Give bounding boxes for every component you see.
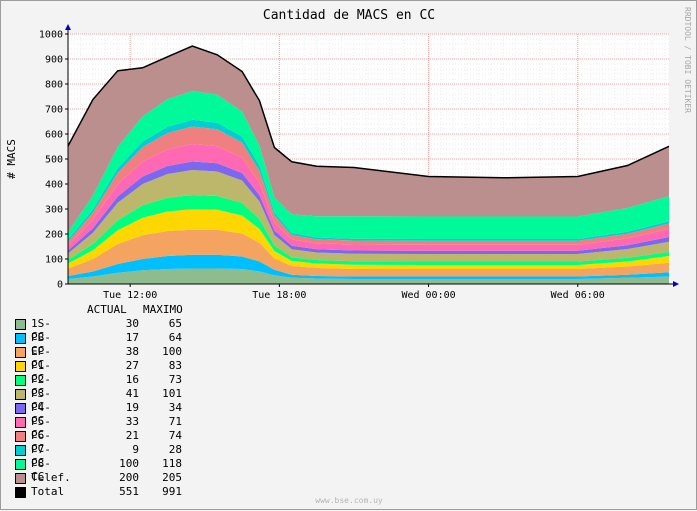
legend-max-value: 28 [168, 443, 182, 456]
y-tick-label: 700 [45, 105, 63, 116]
legend-max-value: 74 [168, 429, 182, 442]
y-tick-label: 0 [57, 280, 63, 291]
legend-swatch [15, 487, 26, 498]
legend-actual-value: 27 [125, 359, 139, 372]
total-line [67, 45, 670, 179]
series-area-pb-cc [68, 254, 669, 279]
y-axis-arrow-icon [65, 24, 71, 30]
series-areas [67, 45, 670, 284]
legend-series-name: P6-CC [31, 429, 51, 455]
legend-actual-value: 200 [119, 471, 139, 484]
legend-series-name: P3-CC [31, 387, 51, 413]
legend-swatch [15, 361, 26, 372]
legend-swatch [15, 375, 26, 386]
legend-actual-value: 30 [125, 317, 139, 330]
footer-url: www.bse.com.uy [315, 496, 383, 505]
legend-actual-value: 9 [132, 443, 139, 456]
legend-actual-value: 551 [119, 485, 139, 498]
y-tick-label: 400 [45, 180, 63, 191]
legend-max-value: 65 [168, 317, 182, 330]
legend-swatch [15, 319, 26, 330]
y-tick-label: 1000 [39, 30, 63, 41]
legend-actual-value: 41 [125, 387, 139, 400]
legend-series-name: P5-CC [31, 415, 51, 441]
legend-actual-value: 19 [125, 401, 139, 414]
legend-series-name: Telef. [31, 471, 71, 484]
x-tick-label: Tue 12:00 [103, 290, 157, 301]
series-area-p8-cc [68, 91, 669, 240]
y-tick-label: 200 [45, 230, 63, 241]
x-axis-arrow-icon [673, 281, 679, 287]
legend-actual-value: 33 [125, 415, 139, 428]
legend-swatch [15, 445, 26, 456]
x-tick-labels: Tue 12:00 Tue 18:00 Wed 00:00 Wed 06:00 [103, 284, 605, 301]
legend-series-name: P1-CC [31, 359, 51, 385]
legend-col-max: MAXIMO [143, 303, 183, 316]
footer: www.bse.com.uy [315, 496, 383, 505]
series-area-ep-cc [68, 229, 669, 277]
y-axis-label: # MACS [5, 139, 18, 179]
legend-max-value: 71 [168, 415, 182, 428]
legend-max-value: 101 [162, 387, 182, 400]
legend-swatch [15, 333, 26, 344]
x-tick-label: Tue 18:00 [252, 290, 306, 301]
legend-series-name: PB-CC [31, 331, 51, 357]
legend-max-value: 100 [162, 345, 182, 358]
x-tick-label: Wed 00:00 [401, 290, 455, 301]
legend-col-actual: ACTUAL [87, 303, 127, 316]
legend-max-value: 205 [162, 471, 182, 484]
legend-max-value: 34 [168, 401, 182, 414]
legend-series-name: Total [31, 485, 65, 498]
legend-swatch [15, 473, 26, 484]
legend-max-value: 991 [162, 485, 182, 498]
legend-actual-value: 38 [125, 345, 139, 358]
y-tick-label: 100 [45, 255, 63, 266]
series-area-1s-cc [68, 268, 669, 284]
stacked-area-chart: Cantidad de MACS en CC # MACS RRDTOOL / … [5, 7, 692, 301]
legend-actual-value: 16 [125, 373, 139, 386]
legend-max-value: 83 [168, 359, 182, 372]
legend-max-value: 73 [168, 373, 182, 386]
legend-series-name: P4-CC [31, 401, 51, 427]
legend-max-value: 64 [168, 331, 182, 344]
y-tick-label: 900 [45, 55, 63, 66]
legend-swatch [15, 459, 26, 470]
axes [65, 24, 679, 287]
legend-swatch [15, 417, 26, 428]
legend-max-value: 118 [162, 457, 182, 470]
legend-swatch [15, 389, 26, 400]
rrdtool-watermark: RRDTOOL / TOBI OETIKER [683, 7, 692, 113]
y-tick-label: 800 [45, 80, 63, 91]
x-tick-label: Wed 06:00 [551, 290, 605, 301]
legend-swatch [15, 347, 26, 358]
legend-series-name: P2-CC [31, 373, 51, 399]
series-area-p1-cc [68, 209, 669, 269]
legend-swatch [15, 431, 26, 442]
series-area-telef [68, 46, 669, 233]
legend-actual-value: 17 [125, 331, 139, 344]
legend-series-name: EP-CC [31, 345, 51, 371]
legend-series-name: P7-CC [31, 443, 51, 469]
legend-swatch [15, 403, 26, 414]
y-tick-label: 500 [45, 155, 63, 166]
legend-actual-value: 100 [119, 457, 139, 470]
y-tick-label: 600 [45, 130, 63, 141]
y-tick-label: 300 [45, 205, 63, 216]
y-tick-labels: 0 100 200 300 400 500 600 700 800 900 1000 [39, 30, 68, 291]
legend-actual-value: 21 [125, 429, 139, 442]
legend-series-name: P8-CC [31, 457, 51, 483]
series-area-p3-cc [68, 170, 669, 262]
legend-series-name: 1S-CC [31, 317, 51, 343]
chart-title: Cantidad de MACS en CC [263, 8, 435, 23]
